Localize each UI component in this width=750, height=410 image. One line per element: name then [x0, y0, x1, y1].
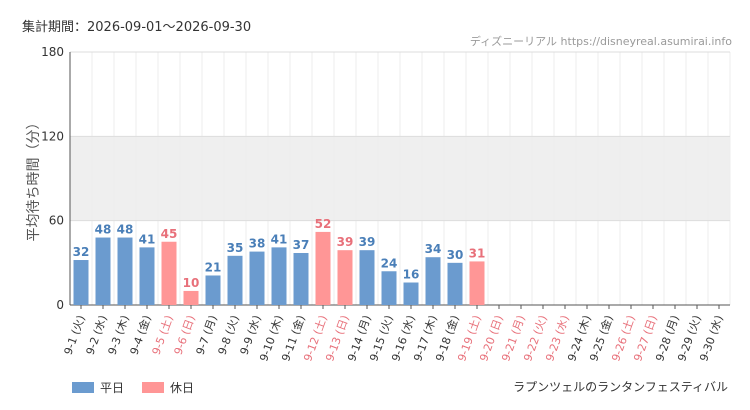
y-axis-label: 平均待ち時間（分） [26, 116, 42, 242]
bar [337, 250, 353, 305]
bar [293, 252, 309, 305]
data-label: 30 [447, 248, 464, 262]
bar [249, 251, 265, 305]
data-label: 35 [227, 241, 244, 255]
y-tick-label: 120 [41, 129, 64, 143]
data-label: 41 [139, 232, 156, 246]
y-tick-label: 0 [56, 298, 64, 312]
legend-item-holiday: 休日 [142, 379, 194, 396]
attraction-name: ラプンツェルのランタンフェスティバル [513, 380, 728, 394]
data-label: 16 [403, 268, 420, 282]
bar [403, 282, 419, 305]
bar [161, 241, 177, 305]
legend-label-weekday: 平日 [100, 381, 125, 395]
data-label: 31 [469, 246, 486, 260]
bar [447, 262, 463, 305]
bar [117, 237, 133, 305]
data-label: 48 [117, 223, 134, 237]
data-label: 48 [95, 223, 112, 237]
bar [205, 275, 221, 305]
legend-label-holiday: 休日 [170, 381, 195, 395]
bar [227, 255, 243, 305]
legend-swatch-holiday [142, 382, 165, 393]
bar [271, 247, 287, 305]
bar [183, 290, 199, 305]
bar [73, 260, 89, 305]
data-label: 41 [271, 232, 288, 246]
y-tick-label: 60 [49, 214, 64, 228]
y-tick-label: 180 [41, 45, 64, 59]
period-label: 集計期間：2026-09-01～2026-09-30 [22, 20, 252, 35]
data-label: 24 [381, 256, 398, 270]
data-label: 32 [73, 245, 90, 259]
data-label: 34 [425, 242, 442, 256]
data-label: 45 [161, 227, 178, 241]
data-label: 39 [337, 235, 354, 249]
data-label: 37 [293, 238, 310, 252]
data-label: 10 [183, 276, 200, 290]
data-label: 52 [315, 217, 332, 231]
bar [381, 271, 397, 305]
bar [425, 257, 441, 305]
legend-item-weekday: 平日 [72, 379, 124, 396]
bar [359, 250, 375, 305]
bar [95, 237, 111, 305]
legend: 平日 休日 [72, 379, 194, 396]
bar [139, 247, 155, 305]
data-label: 21 [205, 260, 222, 274]
data-label: 38 [249, 237, 266, 251]
data-label: 39 [359, 235, 376, 249]
bar [315, 231, 331, 305]
source-label: ディズニーリアル https://disneyreal.asumirai.inf… [469, 35, 732, 48]
bar [469, 261, 485, 305]
legend-swatch-weekday [72, 382, 94, 393]
